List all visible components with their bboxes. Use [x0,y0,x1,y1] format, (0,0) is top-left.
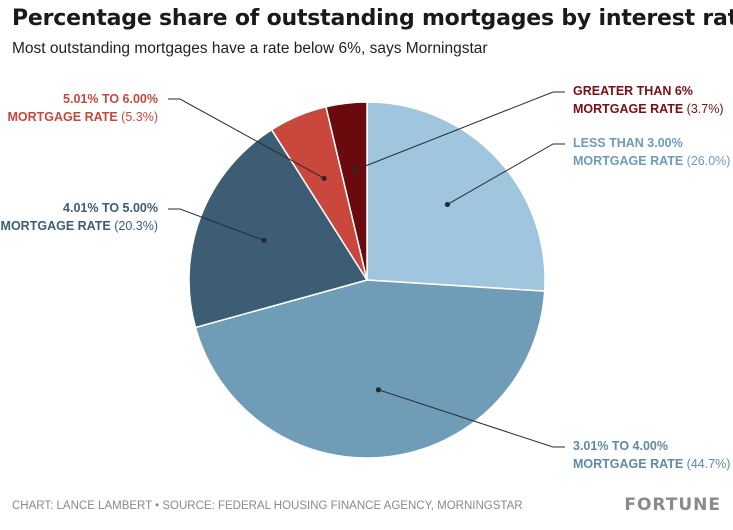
slice-category: MORTGAGE RATE [7,110,118,124]
slice-label-3-to-4: 3.01% TO 4.00% MORTGAGE RATE (44.7%) [573,437,730,473]
slice-label-line2: MORTGAGE RATE (44.7%) [573,455,730,473]
slice-label-line2: MORTGAGE RATE (5.3%) [8,108,159,126]
slice-label-5-to-6: 5.01% TO 6.00% MORTGAGE RATE (5.3%) [8,90,159,126]
pie-slice-3-to-4 [194,279,546,459]
leader-lines [168,91,565,448]
fortune-logo: FORTUNE [624,495,721,515]
slice-label-greater-than-6: GREATER THAN 6% MORTGAGE RATE (3.7%) [573,82,724,118]
slice-percent: (20.3%) [114,219,158,233]
leader-line-greater-than-6 [354,91,565,171]
slice-label-line2: MORTGAGE RATE (20.3%) [1,217,158,235]
chart-title: Percentage share of outstanding mortgage… [12,6,733,31]
slice-category: MORTGAGE RATE [573,457,684,471]
slice-label-line1: GREATER THAN 6% [573,84,693,98]
chart-credit: CHART: LANCE LAMBERT • SOURCE: FEDERAL H… [12,500,523,512]
slice-percent: (44.7%) [686,457,731,471]
slice-label-line1: 5.01% TO 6.00% [63,92,158,106]
pie-slice-4-to-5 [188,128,369,329]
slice-percent: (5.3%) [121,110,158,124]
slice-label-4-to-5: 4.01% TO 5.00% MORTGAGE RATE (20.3%) [1,199,158,235]
slice-label-line2: MORTGAGE RATE (3.7%) [573,100,724,118]
leader-line-5-to-6 [168,98,325,179]
slice-label-less-than-3: LESS THAN 3.00% MORTGAGE RATE (26.0%) [573,134,730,170]
pie-slice-less-than-3 [366,101,546,292]
pie-slices [188,101,546,459]
slice-percent: (26.0%) [686,154,731,168]
chart-subtitle: Most outstanding mortgages have a rate b… [12,40,488,57]
slice-label-line1: 3.01% TO 4.00% [573,439,668,453]
leader-line-3-to-4 [378,389,565,448]
slice-category: MORTGAGE RATE [573,102,684,116]
slice-category: MORTGAGE RATE [573,154,684,168]
slice-label-line1: LESS THAN 3.00% [573,136,683,150]
slice-percent: (3.7%) [686,102,724,116]
slice-label-line2: MORTGAGE RATE (26.0%) [573,152,730,170]
slice-category: MORTGAGE RATE [0,219,111,233]
leader-line-4-to-5 [168,208,265,241]
slice-label-line1: 4.01% TO 5.00% [63,201,158,215]
pie-slice-greater-than-6 [325,101,368,281]
leader-line-less-than-3 [447,143,565,205]
